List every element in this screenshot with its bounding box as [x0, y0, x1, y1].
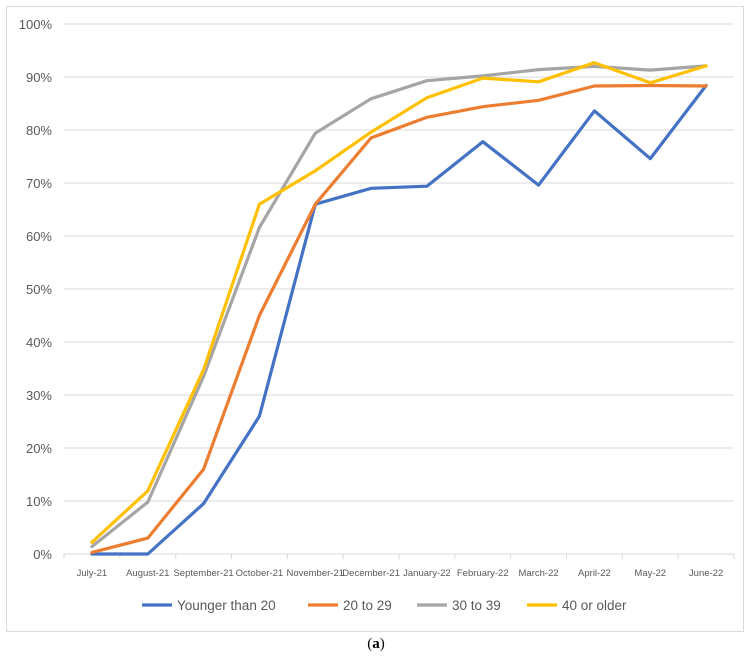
legend: Younger than 20 20 to 29 30 to 39 40 or old…	[142, 598, 627, 613]
x-tick-label: January-22	[403, 568, 451, 579]
x-tick-label: July-21	[77, 568, 108, 579]
series-line-0	[90, 83, 708, 556]
legend-label: 30 to 39	[452, 598, 501, 613]
x-tick-label: February-22	[457, 568, 509, 579]
y-tick-label: 90%	[26, 70, 52, 85]
y-tick-label: 100%	[19, 17, 53, 32]
y-tick-label: 50%	[26, 282, 52, 297]
x-tick-label: August-21	[126, 568, 169, 579]
y-tick-label: 30%	[26, 388, 52, 403]
x-tick-label: May-22	[634, 568, 666, 579]
y-axis-labels: 0% 10% 20% 30% 40% 50% 60% 70% 80% 90% 100%	[19, 17, 53, 562]
x-tick-label: November-21	[286, 568, 344, 579]
figure-caption: (a)	[0, 636, 752, 653]
series-line-1	[90, 83, 708, 555]
y-tick-label: 10%	[26, 494, 52, 509]
series-line-2	[90, 64, 708, 549]
x-tick-label: September-21	[173, 568, 233, 579]
series-lines	[90, 61, 708, 556]
x-tick-label: December-21	[342, 568, 400, 579]
x-tick-label: October-21	[236, 568, 284, 579]
y-tick-label: 60%	[26, 229, 52, 244]
caption-letter: a	[372, 636, 380, 652]
y-tick-label: 40%	[26, 335, 52, 350]
legend-label: Younger than 20	[177, 598, 276, 613]
y-tick-label: 20%	[26, 441, 52, 456]
gridlines	[64, 23, 734, 555]
x-axis-labels: July-21 August-21 September-21 October-21 No…	[63, 554, 735, 579]
legend-label: 40 or older	[562, 598, 627, 613]
series-line-3	[90, 61, 708, 544]
legend-label: 20 to 29	[343, 598, 392, 613]
y-tick-label: 80%	[26, 123, 52, 138]
chart-frame: 0% 10% 20% 30% 40% 50% 60% 70% 80% 90% 100% July-2…	[6, 6, 744, 632]
x-tick-label: June-22	[689, 568, 723, 579]
caption-open: (	[367, 636, 373, 652]
x-tick-label: April-22	[578, 568, 611, 579]
caption-close: )	[379, 636, 385, 652]
x-tick-label: March-22	[519, 568, 559, 579]
y-tick-label: 70%	[26, 176, 52, 191]
line-chart: 0% 10% 20% 30% 40% 50% 60% 70% 80% 90% 100% July-2…	[19, 17, 735, 613]
y-tick-label: 0%	[33, 547, 52, 562]
